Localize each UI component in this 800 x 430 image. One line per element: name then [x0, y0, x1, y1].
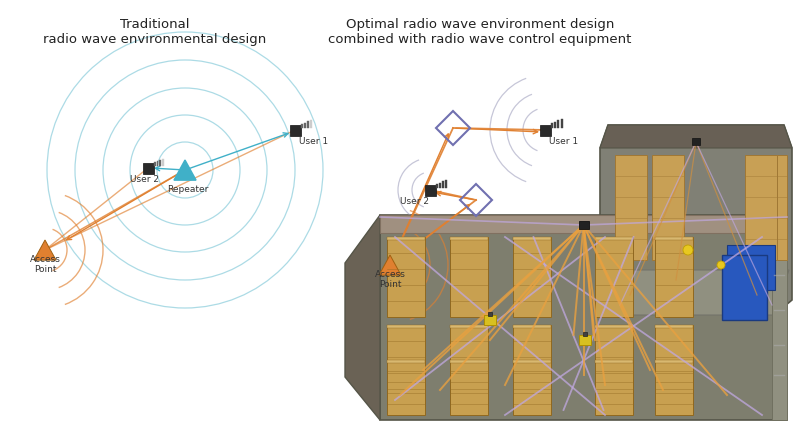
- Bar: [554, 122, 556, 128]
- Polygon shape: [772, 233, 787, 420]
- Text: Access
Point: Access Point: [30, 255, 61, 274]
- Bar: [387, 360, 425, 415]
- Bar: [310, 120, 312, 128]
- Bar: [561, 119, 562, 128]
- Text: User 2: User 2: [130, 175, 159, 184]
- Bar: [290, 125, 301, 135]
- Bar: [450, 325, 488, 405]
- Bar: [655, 360, 693, 415]
- Polygon shape: [34, 240, 56, 260]
- Polygon shape: [379, 255, 401, 275]
- Text: Optimal radio wave environment design
combined with radio wave control equipment: Optimal radio wave environment design co…: [328, 18, 632, 46]
- Bar: [387, 237, 425, 317]
- Bar: [745, 155, 777, 260]
- Bar: [692, 138, 700, 145]
- Bar: [154, 163, 155, 166]
- Bar: [595, 237, 633, 317]
- Polygon shape: [387, 237, 425, 240]
- Polygon shape: [387, 325, 425, 328]
- Bar: [436, 184, 438, 188]
- Polygon shape: [450, 237, 488, 240]
- Bar: [142, 163, 154, 173]
- Polygon shape: [595, 360, 633, 363]
- Polygon shape: [513, 237, 551, 240]
- Polygon shape: [450, 325, 488, 328]
- Polygon shape: [600, 125, 792, 148]
- Bar: [307, 121, 309, 128]
- Bar: [425, 184, 435, 196]
- Polygon shape: [513, 360, 551, 363]
- Polygon shape: [387, 360, 425, 363]
- Bar: [488, 312, 492, 316]
- Text: Access
Point: Access Point: [374, 270, 406, 289]
- Bar: [387, 325, 425, 405]
- Bar: [551, 123, 553, 128]
- Text: User 1: User 1: [299, 137, 328, 146]
- Bar: [450, 360, 488, 415]
- Bar: [579, 335, 591, 345]
- Bar: [578, 221, 589, 229]
- Bar: [301, 124, 302, 128]
- Text: Traditional
radio wave environmental design: Traditional radio wave environmental des…: [43, 18, 266, 46]
- Polygon shape: [450, 360, 488, 363]
- Circle shape: [717, 261, 725, 269]
- Bar: [652, 155, 684, 260]
- Text: User 2: User 2: [400, 197, 429, 206]
- Bar: [595, 360, 633, 415]
- Bar: [727, 245, 775, 290]
- Polygon shape: [513, 325, 551, 328]
- Polygon shape: [595, 325, 633, 328]
- Bar: [777, 155, 787, 260]
- Bar: [159, 160, 161, 166]
- Text: Repeater: Repeater: [167, 185, 209, 194]
- Bar: [583, 332, 587, 336]
- Text: User 1: User 1: [549, 137, 578, 146]
- Bar: [450, 237, 488, 317]
- Bar: [484, 315, 496, 325]
- Bar: [558, 120, 559, 128]
- Polygon shape: [655, 360, 693, 363]
- Bar: [539, 125, 550, 135]
- Bar: [157, 161, 158, 166]
- Bar: [513, 325, 551, 405]
- Bar: [513, 237, 551, 317]
- Bar: [655, 237, 693, 317]
- Bar: [439, 183, 441, 188]
- Bar: [304, 123, 306, 128]
- Bar: [442, 181, 444, 188]
- Bar: [655, 325, 693, 405]
- Polygon shape: [174, 160, 196, 180]
- Polygon shape: [600, 125, 792, 315]
- Polygon shape: [345, 215, 380, 420]
- Bar: [615, 155, 647, 260]
- Polygon shape: [603, 270, 789, 315]
- Bar: [513, 360, 551, 415]
- Circle shape: [683, 245, 693, 255]
- Polygon shape: [655, 325, 693, 328]
- Bar: [162, 159, 164, 166]
- Bar: [445, 180, 446, 188]
- Polygon shape: [380, 215, 787, 420]
- Polygon shape: [380, 215, 787, 233]
- Polygon shape: [655, 237, 693, 240]
- Bar: [722, 255, 767, 320]
- Bar: [595, 325, 633, 405]
- Polygon shape: [595, 237, 633, 240]
